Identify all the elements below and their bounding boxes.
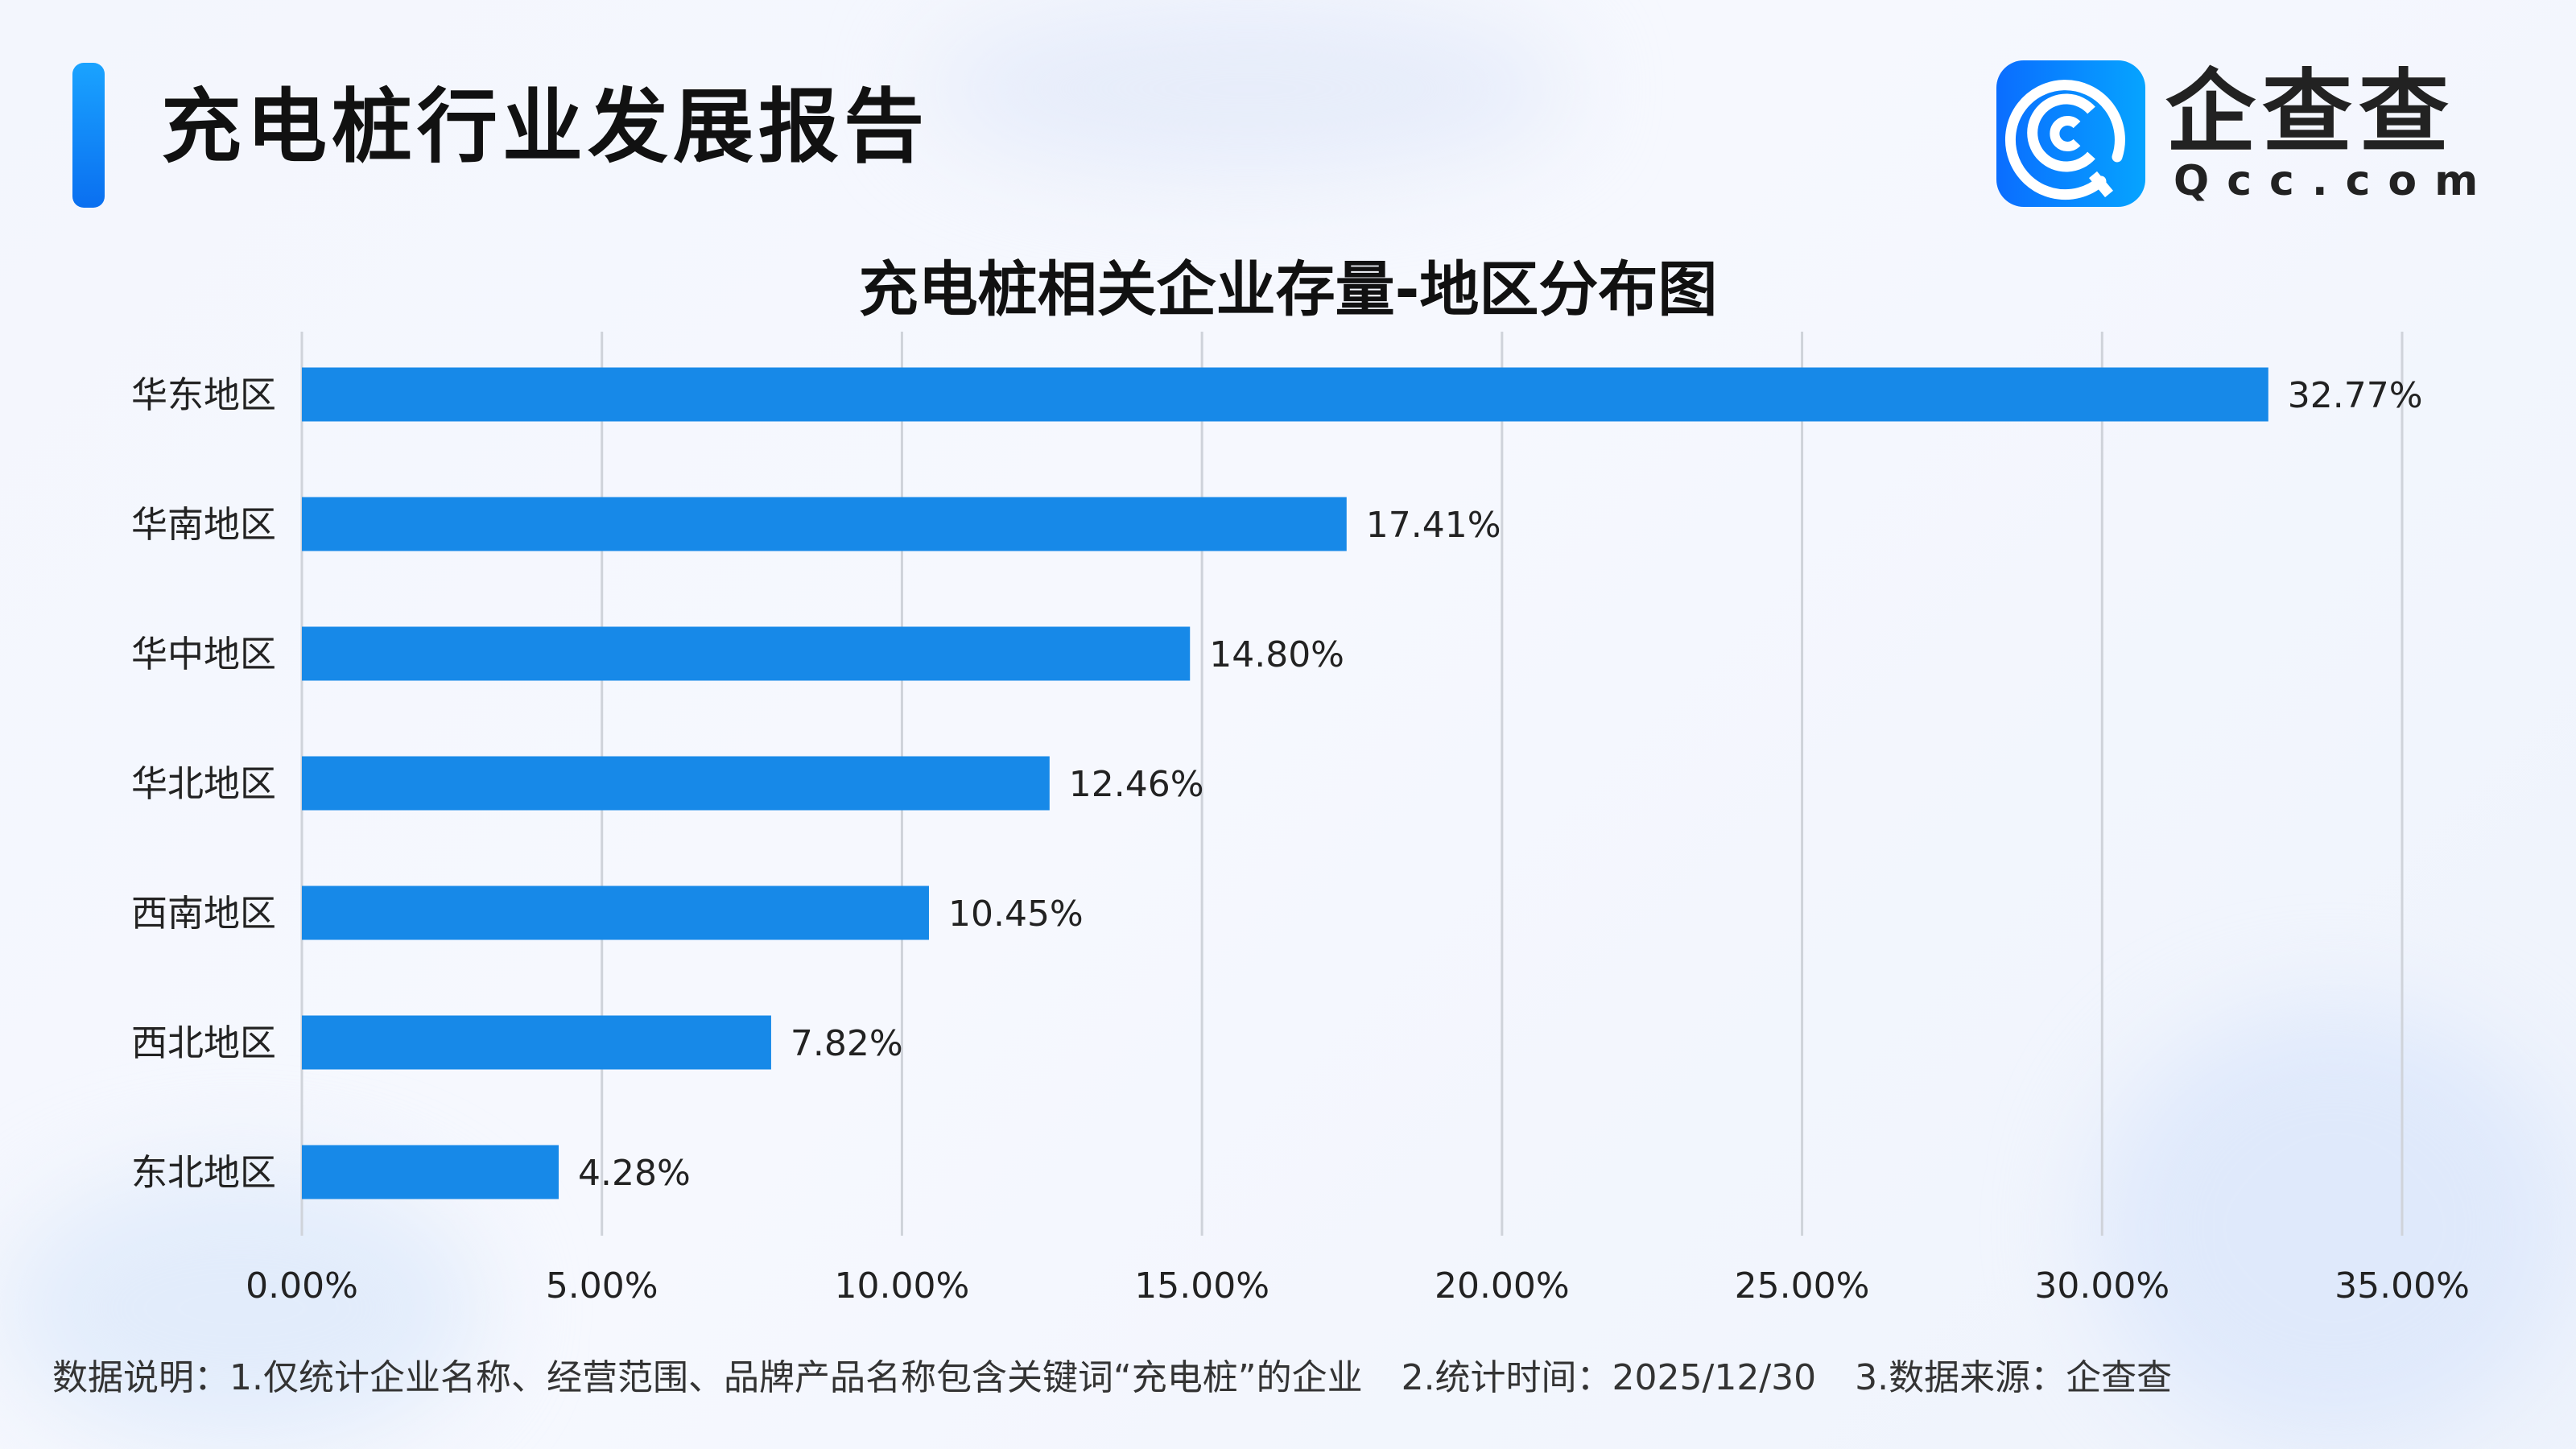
x-tick-label: 25.00%: [1735, 1265, 1870, 1307]
category-label: 华中地区: [131, 633, 276, 675]
bar: [302, 1015, 771, 1070]
data-label: 14.80%: [1209, 634, 1344, 675]
data-label: 10.45%: [948, 894, 1084, 935]
bar: [302, 497, 1347, 551]
bar: [302, 756, 1050, 811]
footer-notes: 数据说明：1.仅统计企业名称、经营范围、品牌产品名称包含关键词“充电桩”的企业 2…: [52, 1348, 2211, 1400]
x-tick-label: 10.00%: [835, 1265, 970, 1307]
category-label: 华北地区: [131, 762, 276, 805]
data-label: 17.41%: [1366, 505, 1501, 546]
data-label: 7.82%: [791, 1023, 903, 1064]
category-label: 华东地区: [131, 374, 276, 416]
background-decoration: [2093, 1006, 2576, 1449]
chart-title: 充电桩相关企业存量-地区分布图: [858, 255, 1718, 324]
footer-note-source: 3.数据来源：企查查: [1855, 1357, 2173, 1398]
data-label: 12.46%: [1069, 764, 1204, 805]
bar: [302, 367, 2268, 422]
category-label: 西北地区: [131, 1022, 276, 1064]
data-label: 4.28%: [578, 1153, 691, 1194]
x-tick-label: 15.00%: [1134, 1265, 1269, 1307]
x-tick-label: 5.00%: [546, 1265, 658, 1307]
data-label: 32.77%: [2288, 375, 2423, 416]
footer-note-scope: 数据说明：1.仅统计企业名称、经营范围、品牌产品名称包含关键词“充电桩”的企业: [52, 1357, 1363, 1398]
logo-domain: Qcc.com: [2174, 157, 2496, 205]
bar: [302, 626, 1191, 681]
category-label: 西南地区: [131, 892, 276, 935]
background-decoration: [926, 0, 1570, 177]
x-tick-label: 0.00%: [246, 1265, 358, 1307]
background-decoration: [0, 1167, 483, 1449]
title-accent-bar: [72, 63, 105, 208]
page-title: 充电桩行业发展报告: [161, 80, 929, 174]
logo-wordmark: 企查查: [2165, 60, 2455, 165]
qcc-logo-icon: [1996, 60, 2145, 207]
x-tick-label: 35.00%: [2334, 1265, 2470, 1307]
bar: [302, 1145, 559, 1199]
footer-note-date: 2.统计时间：2025/12/30: [1401, 1357, 1817, 1398]
category-label: 东北地区: [131, 1151, 276, 1194]
x-tick-label: 20.00%: [1435, 1265, 1570, 1307]
category-label: 华南地区: [131, 503, 276, 546]
bar: [302, 886, 929, 940]
x-tick-label: 30.00%: [2034, 1265, 2169, 1307]
